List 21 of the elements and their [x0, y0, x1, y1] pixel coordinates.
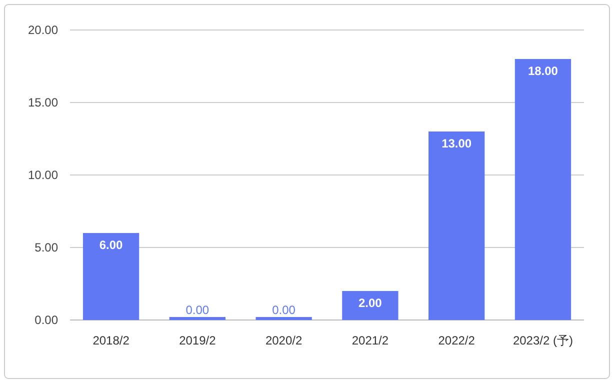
- y-tick-label: 0.00: [34, 312, 58, 327]
- x-tick-label: 2020/2: [265, 334, 302, 348]
- x-tick-label: 2018/2: [92, 334, 130, 348]
- x-tick-label: 2019/2: [179, 334, 216, 348]
- data-label: 0.00: [272, 303, 296, 317]
- data-label: 13.00: [442, 136, 472, 150]
- x-tick-label: 2021/2: [352, 334, 389, 348]
- y-tick-label: 5.00: [34, 240, 58, 254]
- data-label: 18.00: [528, 64, 558, 78]
- data-label: 2.00: [358, 296, 382, 310]
- x-tick-label: 2023/2 (予): [512, 334, 573, 348]
- bar: [169, 317, 226, 320]
- bar: [428, 132, 485, 320]
- bar: [514, 59, 572, 320]
- y-tick-label: 20.00: [28, 22, 58, 37]
- bar: [256, 317, 312, 320]
- x-tick-label: 2022/2: [438, 334, 476, 348]
- data-label: 6.00: [99, 238, 124, 252]
- data-label: 0.00: [186, 303, 210, 317]
- y-tick-label: 15.00: [28, 95, 58, 110]
- y-tick-label: 10.00: [28, 168, 58, 182]
